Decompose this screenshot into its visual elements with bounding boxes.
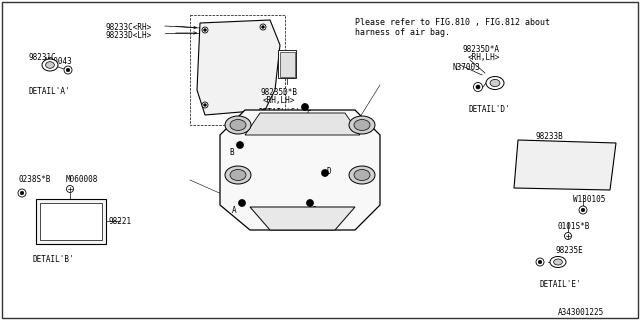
Circle shape	[64, 66, 72, 74]
Circle shape	[66, 68, 70, 72]
Bar	[40, 203, 102, 240]
Circle shape	[262, 26, 264, 28]
Text: DETAIL'D': DETAIL'D'	[468, 105, 509, 114]
Ellipse shape	[554, 259, 563, 265]
Polygon shape	[197, 20, 280, 115]
Circle shape	[476, 85, 480, 89]
Polygon shape	[514, 140, 616, 190]
Circle shape	[237, 141, 243, 148]
Ellipse shape	[230, 170, 246, 180]
Circle shape	[67, 186, 74, 193]
Text: 0238S*B: 0238S*B	[18, 175, 51, 184]
Text: 98235D*B: 98235D*B	[260, 88, 297, 97]
Text: 98221: 98221	[108, 217, 131, 226]
Circle shape	[538, 260, 542, 264]
Circle shape	[204, 29, 206, 31]
Text: 98235E: 98235E	[556, 246, 584, 255]
Circle shape	[581, 208, 585, 212]
Polygon shape	[220, 110, 380, 230]
Circle shape	[301, 103, 308, 110]
Ellipse shape	[354, 170, 370, 180]
Text: Please refer to FIG.810 , FIG.812 about
harness of air bag.: Please refer to FIG.810 , FIG.812 about …	[355, 18, 550, 37]
Text: W130105: W130105	[573, 195, 605, 204]
Ellipse shape	[354, 119, 370, 131]
Ellipse shape	[225, 166, 251, 184]
Text: <RH,LH>: <RH,LH>	[263, 96, 296, 105]
Circle shape	[321, 170, 328, 177]
Circle shape	[579, 206, 587, 214]
Circle shape	[20, 191, 24, 195]
Circle shape	[239, 199, 246, 206]
Text: E: E	[307, 110, 311, 119]
Ellipse shape	[45, 62, 54, 68]
Text: 0101S*B: 0101S*B	[558, 222, 590, 231]
Polygon shape	[245, 113, 360, 135]
Text: <RH,LH>: <RH,LH>	[468, 53, 500, 62]
Circle shape	[564, 233, 572, 239]
Text: 98233C<RH>: 98233C<RH>	[105, 23, 151, 32]
Circle shape	[536, 258, 544, 266]
Text: 98235D*A: 98235D*A	[462, 45, 499, 54]
Ellipse shape	[349, 116, 375, 134]
Text: B: B	[230, 148, 234, 157]
Bar	[190, 15, 285, 125]
Text: N37003: N37003	[452, 63, 480, 72]
Circle shape	[260, 24, 266, 30]
Ellipse shape	[486, 76, 504, 90]
Circle shape	[204, 104, 206, 106]
Bar	[280, 52, 294, 76]
Text: DETAIL'B': DETAIL'B'	[32, 255, 74, 264]
Ellipse shape	[490, 79, 500, 87]
Text: 98231C: 98231C	[28, 53, 56, 62]
Bar	[278, 50, 296, 78]
Ellipse shape	[42, 59, 58, 71]
Text: C: C	[312, 206, 316, 215]
Circle shape	[18, 189, 26, 197]
Text: A: A	[232, 206, 236, 215]
Text: 98233D<LH>: 98233D<LH>	[105, 31, 151, 40]
Circle shape	[202, 102, 208, 108]
Ellipse shape	[230, 119, 246, 131]
Circle shape	[307, 199, 314, 206]
Ellipse shape	[225, 116, 251, 134]
Ellipse shape	[349, 166, 375, 184]
Text: D: D	[326, 167, 332, 176]
Circle shape	[474, 83, 483, 92]
Text: A343001225: A343001225	[558, 308, 604, 317]
Text: M00043: M00043	[45, 57, 73, 66]
Text: DETAIL'E': DETAIL'E'	[539, 280, 581, 289]
Polygon shape	[250, 207, 355, 230]
Ellipse shape	[550, 257, 566, 268]
Text: DETAIL'A': DETAIL'A'	[28, 87, 70, 96]
Text: M060008: M060008	[66, 175, 99, 184]
Bar	[36, 199, 106, 244]
Text: DETAIL'C': DETAIL'C'	[258, 108, 300, 117]
Text: 98233B: 98233B	[536, 132, 564, 141]
Circle shape	[202, 27, 208, 33]
